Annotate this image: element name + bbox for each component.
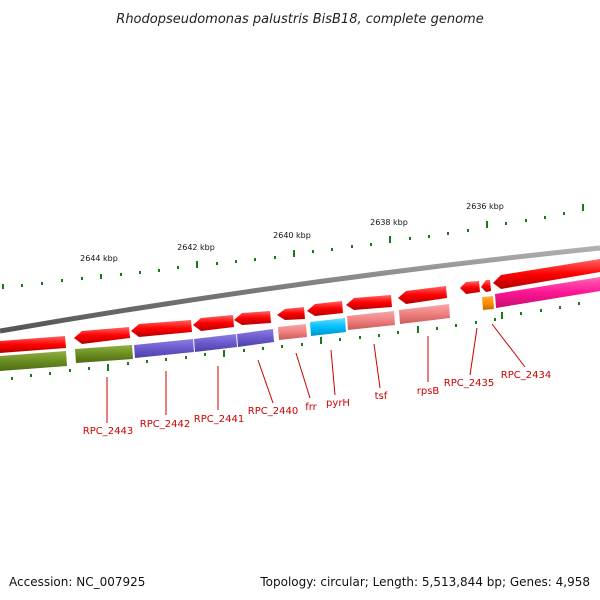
gene-label-rpc-2442: RPC_2442 — [140, 419, 190, 430]
gene-segment — [0, 351, 67, 371]
gene-segment — [194, 334, 237, 352]
scale-ticks — [2, 204, 584, 289]
scale-label-2640: 2640 kbp — [273, 231, 311, 240]
gene-segment — [347, 311, 395, 330]
inner-ticks — [11, 302, 580, 380]
gene-label-rpc-2443: RPC_2443 — [83, 426, 133, 437]
gene-segment — [482, 296, 494, 310]
cds-arrow — [307, 301, 343, 316]
accession-text: Accession: NC_007925 — [9, 575, 145, 589]
cds-arrow — [131, 320, 192, 337]
cds-arrow — [277, 307, 305, 320]
cds-forward-track — [0, 259, 600, 353]
gene-segment — [134, 339, 194, 358]
cds-arrow — [460, 281, 480, 294]
gene-label-rpc-2434: RPC_2434 — [501, 370, 551, 381]
gene-leader-lines — [106, 323, 526, 423]
gene-label-rpc-2441: RPC_2441 — [194, 414, 244, 425]
gene-label-rpsb: rpsB — [417, 386, 440, 397]
gene-segment — [75, 345, 133, 363]
scale-label-2638: 2638 kbp — [370, 218, 408, 227]
genome-backbone — [0, 245, 600, 334]
gene-label-tsf: tsf — [375, 391, 388, 402]
scale-label-2642: 2642 kbp — [177, 243, 215, 252]
gene-label-frr: frr — [305, 402, 317, 413]
gene-segment — [237, 329, 274, 347]
scale-label-2644: 2644 kbp — [80, 254, 118, 263]
gene-label-rpc-2440: RPC_2440 — [248, 406, 298, 417]
gene-segment — [310, 318, 346, 336]
cds-arrow — [74, 327, 130, 344]
scale-label-2636: 2636 kbp — [466, 202, 504, 211]
gene-segment — [278, 324, 307, 340]
gene-segment — [495, 277, 600, 308]
cds-arrow — [234, 311, 271, 325]
cds-arrow — [398, 286, 447, 304]
cds-arrow — [493, 259, 600, 289]
gene-label-rpc-2435: RPC_2435 — [444, 378, 494, 389]
cds-arrow — [0, 336, 66, 353]
genome-title: Rhodopseudomonas palustris BisB18, compl… — [116, 12, 483, 27]
gene-label-pyrh: pyrH — [326, 398, 350, 409]
gene-segment — [399, 304, 450, 324]
cds-arrow — [481, 280, 491, 292]
cds-arrow — [193, 315, 234, 331]
topology-text: Topology: circular; Length: 5,513,844 bp… — [259, 575, 590, 589]
gene-feature-track — [0, 277, 600, 371]
cds-arrow — [346, 295, 392, 310]
